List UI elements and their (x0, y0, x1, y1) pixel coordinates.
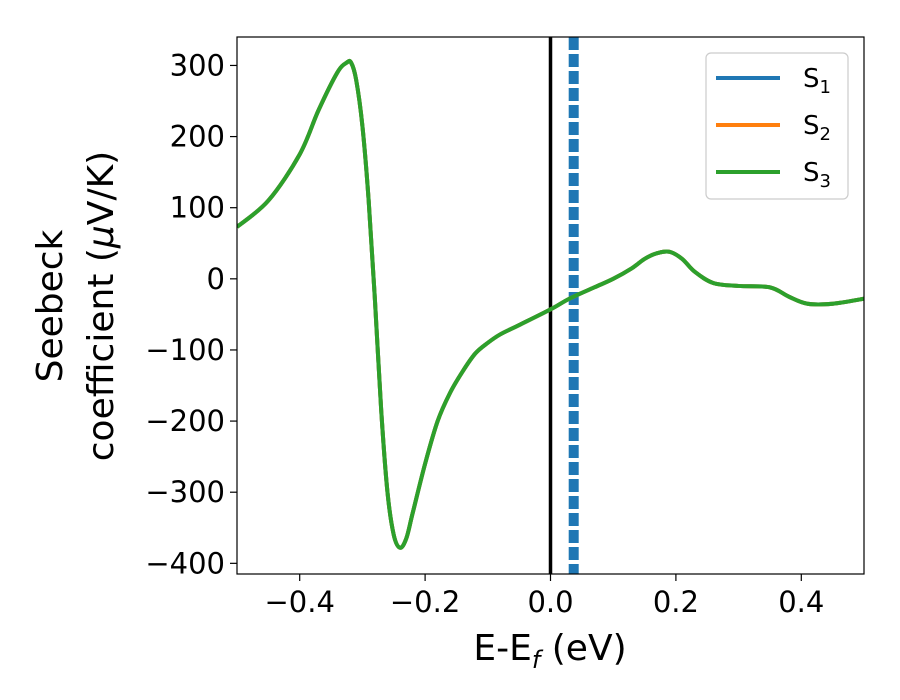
x-tick-label: 0.4 (778, 585, 824, 619)
y-tick-label: −100 (145, 333, 225, 367)
series-line-s3 (237, 58, 864, 550)
y-tick-label: −200 (145, 404, 225, 438)
plot-area (236, 36, 865, 575)
y-tick-label: −400 (145, 546, 225, 580)
legend-label-s3: S3 (803, 158, 831, 192)
y-axis-title: Seebeck coefficient (μV/K) (30, 151, 122, 461)
y-axis-title-line1: Seebeck (30, 229, 71, 382)
y-tick-label: 0 (207, 262, 225, 296)
x-axis-title: E-Ef (eV) (473, 628, 626, 674)
y-axis: 300 200 100 0 −100 −200 −300 −400 (145, 48, 237, 580)
y-tick-label: −300 (145, 475, 225, 509)
x-axis: −0.4 −0.2 0.0 0.2 0.4 (264, 574, 824, 619)
y-tick-label: 100 (170, 191, 225, 225)
x-tick-label: −0.2 (390, 585, 460, 619)
y-tick-label: 200 (170, 120, 225, 154)
legend-label-s2: S2 (803, 111, 831, 145)
x-tick-label: 0.2 (653, 585, 699, 619)
y-axis-title-line2: coefficient (μV/K) (81, 151, 122, 461)
y-tick-label: 300 (170, 48, 225, 82)
x-tick-label: 0.0 (527, 585, 573, 619)
legend: S1 S2 S3 (705, 52, 849, 200)
legend-label-s1: S1 (803, 64, 831, 98)
plot-marks (237, 37, 864, 574)
x-tick-label: −0.4 (264, 585, 334, 619)
